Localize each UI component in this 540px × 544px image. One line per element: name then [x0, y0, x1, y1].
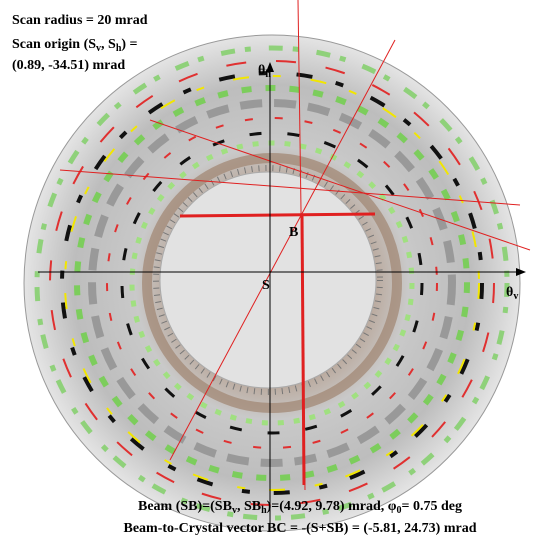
figure: Scan radius = 20 mrad Scan origin (Sv, S…: [0, 0, 540, 544]
scan-radius: Scan radius = 20 mrad: [12, 13, 148, 28]
text-part: , SB: [237, 499, 261, 514]
vector-info: Beam-to-Crystal vector BC = -(S+SB) = (-…: [123, 521, 476, 536]
scan-origin: Scan origin (Sv, Sh) =: [12, 37, 138, 54]
text-part: θ: [258, 63, 265, 78]
text-part: Beam (SB)=(SB: [138, 499, 232, 514]
text-part: θ: [506, 285, 513, 300]
subscript: v: [513, 291, 518, 302]
beam-info: Beam (SB)=(SBv, SBh)=(4.92, 9.78) mrad, …: [138, 499, 462, 516]
text-part: , S: [101, 37, 116, 52]
point-s: S: [262, 278, 270, 293]
point-b: B: [289, 225, 298, 240]
text-part: )=(4.92, 9.78) mrad, φ: [267, 499, 397, 514]
text-part: Scan origin (S: [12, 37, 96, 52]
text-part: ) =: [121, 37, 137, 52]
text-part: = 0.75 deg: [402, 499, 462, 514]
subscript: h: [265, 69, 271, 80]
scan-origin-value: (0.89, -34.51) mrad: [12, 58, 125, 73]
scan-disk: [24, 35, 520, 531]
